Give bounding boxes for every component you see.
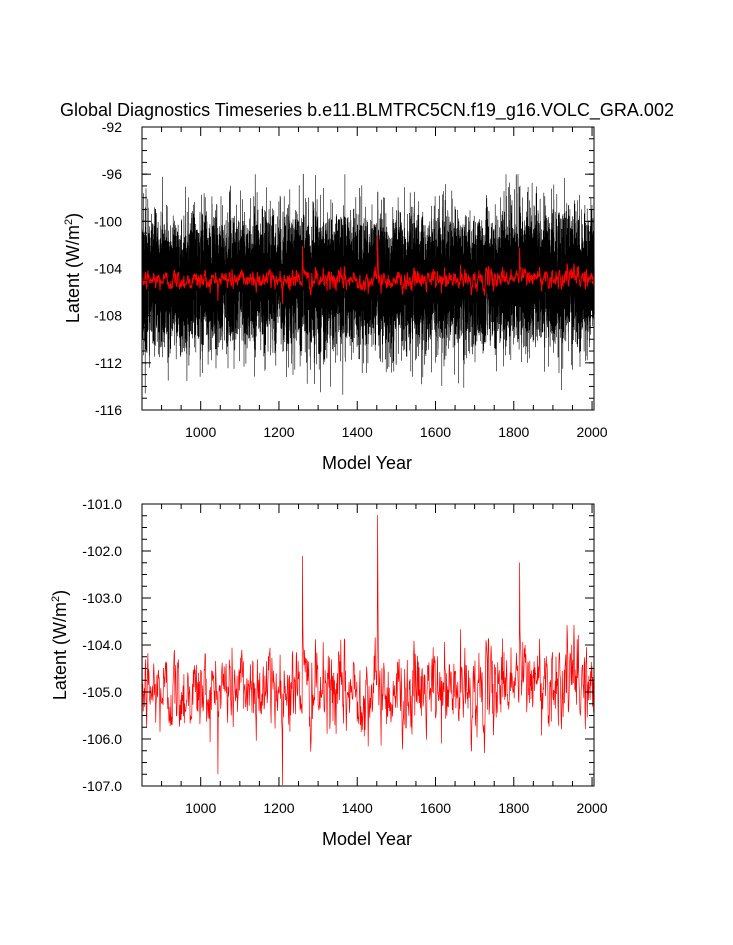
annual-series-line <box>141 515 595 786</box>
x-tick-label: 1200 <box>263 424 294 440</box>
x-tick-label: 2000 <box>576 800 607 816</box>
x-tick-label: 2000 <box>576 424 607 440</box>
top-y-axis-title: Latent (W/m2) <box>63 213 83 323</box>
y-tick-label: -112 <box>95 355 122 371</box>
y-tick-label: -100 <box>94 213 122 229</box>
x-tick-label: 1800 <box>498 424 529 440</box>
x-tick-label: 1400 <box>342 424 373 440</box>
y-tick-label: -107.0 <box>82 778 122 794</box>
y-tick-label: -108 <box>94 308 122 324</box>
x-tick-label: 1000 <box>185 424 216 440</box>
annual-series-path <box>141 515 595 786</box>
y-tick-label: -101.0 <box>82 496 122 512</box>
y-tick-label: -103.0 <box>82 590 122 606</box>
x-tick-label: 1000 <box>185 800 216 816</box>
y-tick-label: -102.0 <box>82 543 122 559</box>
x-tick-label: 1600 <box>420 800 451 816</box>
y-tick-label: -92 <box>102 119 122 135</box>
x-tick-label: 1800 <box>498 800 529 816</box>
annual-series-line <box>141 235 595 304</box>
y-tick-label: -96 <box>102 166 122 182</box>
bottom-axis-ticks: 1000 1200 1400 1600 1800 2000 -107.0 -106.0 -105… <box>82 496 608 816</box>
y-tick-label: -106.0 <box>82 731 122 747</box>
annual-series-path <box>141 235 595 304</box>
y-tick-label: -104.0 <box>82 637 122 653</box>
x-tick-label: 1400 <box>342 800 373 816</box>
x-tick-label: 1600 <box>420 424 451 440</box>
y-tick-label: -105.0 <box>82 684 122 700</box>
top-x-axis-title: Model Year <box>322 453 412 473</box>
bottom-panel: 1000 1200 1400 1600 1800 2000 -107.0 -106.0 -105… <box>50 496 608 849</box>
y-tick-label: -104 <box>94 261 122 277</box>
bottom-x-axis-title: Model Year <box>322 829 412 849</box>
y-tick-label: -116 <box>95 402 122 418</box>
chart-title: Global Diagnostics Timeseries b.e11.BLMT… <box>60 100 674 121</box>
top-axis-ticks: 1000 1200 1400 1600 1800 2000 -116 -112 -108 -104… <box>94 119 608 440</box>
top-panel: 1000 1200 1400 1600 1800 2000 -116 -112 -108 -104… <box>63 119 608 473</box>
bottom-y-axis-title: Latent (W/m2) <box>50 590 70 700</box>
x-tick-label: 1200 <box>263 800 294 816</box>
